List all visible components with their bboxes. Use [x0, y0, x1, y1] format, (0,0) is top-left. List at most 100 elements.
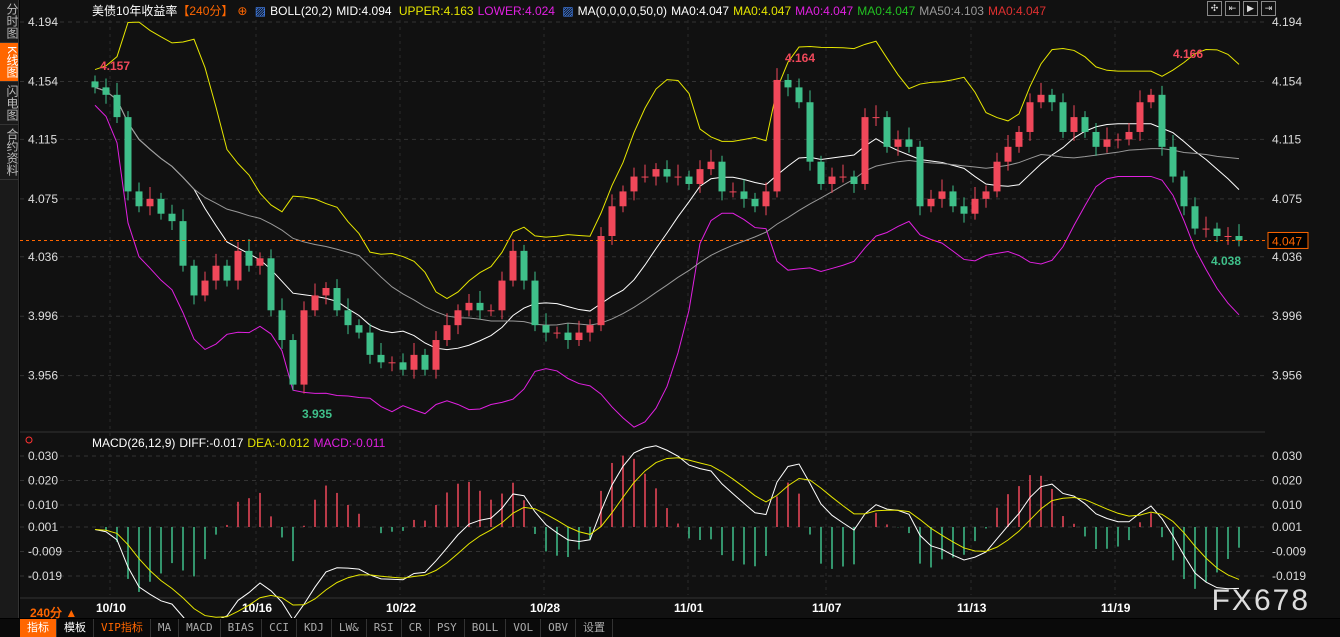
- chart-svg[interactable]: 4.194 4.194 4.154 4.154 4.115 4.115 4.075 4.075…: [0, 0, 1340, 618]
- toolbar-设置[interactable]: 设置: [576, 619, 613, 637]
- candle-body: [894, 139, 902, 147]
- x-tick-label: 11/01: [674, 601, 704, 615]
- period-label: 【240分】: [177, 4, 234, 18]
- toolbar-cr[interactable]: CR: [402, 619, 430, 637]
- candle-body: [1125, 131, 1133, 140]
- candle-body: [960, 206, 968, 214]
- toolbar-cci[interactable]: CCI: [262, 619, 297, 637]
- candle-body: [168, 213, 176, 222]
- candle-body: [179, 221, 187, 266]
- ma-value: MA0:4.047: [733, 4, 792, 18]
- candle-body: [1004, 146, 1012, 162]
- sidebar-item-0[interactable]: 分时图: [0, 0, 19, 43]
- x-tick-label: 11/13: [957, 601, 987, 615]
- candle-body: [1070, 117, 1078, 132]
- toolbar-vol[interactable]: VOL: [506, 619, 542, 637]
- macd-y-tick-label: 0.020: [1272, 473, 1302, 487]
- ma-icon[interactable]: ▨: [562, 4, 574, 18]
- toolbar-boll[interactable]: BOLL: [465, 619, 507, 637]
- x-tick-label: 10/28: [530, 601, 560, 615]
- toolbar-bias[interactable]: BIAS: [221, 619, 263, 637]
- candle-body: [201, 280, 209, 296]
- candle-body: [234, 250, 242, 281]
- candle-body: [476, 302, 484, 311]
- candle-body: [399, 362, 407, 370]
- toolbar-指标[interactable]: 指标: [20, 619, 57, 637]
- candle-body: [707, 161, 715, 170]
- macd-y-tick-label: 0.020: [28, 473, 58, 487]
- candle-body: [1235, 235, 1243, 241]
- toolbar-vip指标[interactable]: VIP指标: [94, 619, 151, 637]
- toolbar-rsi[interactable]: RSI: [367, 619, 402, 637]
- candle-body: [806, 102, 814, 162]
- candle-body: [850, 176, 858, 184]
- toolbar-macd[interactable]: MACD: [179, 619, 221, 637]
- candle-body: [619, 191, 627, 207]
- candle-body: [498, 280, 506, 311]
- candle-body: [872, 117, 880, 119]
- y-tick-label: 4.154: [1272, 74, 1302, 88]
- y-tick-label: 4.154: [28, 74, 58, 88]
- toolbar-psy[interactable]: PSY: [430, 619, 465, 637]
- candle-body: [432, 340, 440, 370]
- move-icon[interactable]: ✣: [1207, 1, 1222, 16]
- candle-body: [113, 94, 121, 118]
- watermark: FX678: [1211, 584, 1310, 617]
- candle-body: [421, 354, 429, 370]
- candle-body: [256, 258, 264, 266]
- candle-body: [795, 87, 803, 103]
- fit-icon[interactable]: ⇤: [1225, 1, 1240, 16]
- play-icon[interactable]: ▶: [1243, 1, 1258, 16]
- toolbar-模板[interactable]: 模板: [57, 619, 94, 637]
- candle-body: [487, 310, 495, 312]
- candle-body: [1092, 131, 1100, 147]
- extreme-label: 4.038: [1211, 254, 1241, 268]
- y-tick-label: 3.996: [28, 309, 58, 323]
- macd-y-tick-label: 0.030: [28, 449, 58, 463]
- candle-body: [124, 117, 132, 192]
- y-tick-label: 3.996: [1272, 309, 1302, 323]
- candle-body: [1059, 102, 1067, 132]
- macd-y-tick-label: -0.009: [28, 545, 62, 559]
- add-indicator-icon[interactable]: ⊕: [237, 4, 248, 18]
- candle-body: [927, 198, 935, 207]
- x-tick-label: 10/16: [242, 601, 272, 615]
- candle-body: [971, 198, 979, 214]
- sidebar: 分时图 K线图 闪电图 合约资料: [0, 0, 19, 618]
- candle-body: [905, 139, 913, 147]
- period-selector[interactable]: 240分 ▲: [30, 606, 78, 620]
- candle-body: [377, 354, 385, 363]
- boll-lower: LOWER:4.024: [477, 4, 555, 18]
- candle-body: [1015, 131, 1023, 147]
- macd-legend: MACD(26,12,9) DIFF:-0.017 DEA:-0.012 MACD:-…: [92, 436, 389, 450]
- candle-body: [751, 198, 759, 207]
- candle-body: [245, 250, 253, 266]
- toolbar-obv[interactable]: OBV: [541, 619, 576, 637]
- candle-body: [575, 332, 583, 341]
- macd-diff-line: [94, 445, 1240, 618]
- candle-body: [267, 258, 275, 311]
- y-tick-label: 4.115: [28, 132, 57, 146]
- extreme-label: 4.157: [100, 59, 130, 73]
- ma50-line: [94, 86, 1240, 326]
- last-price-label: 4.047: [1272, 234, 1302, 248]
- chart-area[interactable]: [20, 0, 1340, 618]
- sidebar-item-1[interactable]: K线图: [0, 43, 19, 83]
- macd-y-tick-label: -0.009: [1272, 545, 1306, 559]
- candle-body: [916, 146, 924, 207]
- candle-body: [663, 169, 671, 177]
- candle-body: [1114, 139, 1122, 141]
- sidebar-item-3[interactable]: 合约资料: [0, 125, 19, 181]
- candle-body: [322, 288, 330, 296]
- end-icon[interactable]: ⇥: [1261, 1, 1276, 16]
- toolbar-ma[interactable]: MA: [151, 619, 180, 637]
- candle-body: [333, 288, 341, 311]
- toolbar-lw&[interactable]: LW&: [332, 619, 367, 637]
- boll-label: BOLL(20,2): [270, 4, 333, 18]
- candle-body: [157, 198, 165, 214]
- candle-body: [366, 332, 374, 355]
- boll-icon[interactable]: ▨: [254, 4, 267, 18]
- toolbar-kdj[interactable]: KDJ: [297, 619, 332, 637]
- sidebar-item-2[interactable]: 闪电图: [0, 82, 19, 126]
- candle-body: [784, 79, 792, 88]
